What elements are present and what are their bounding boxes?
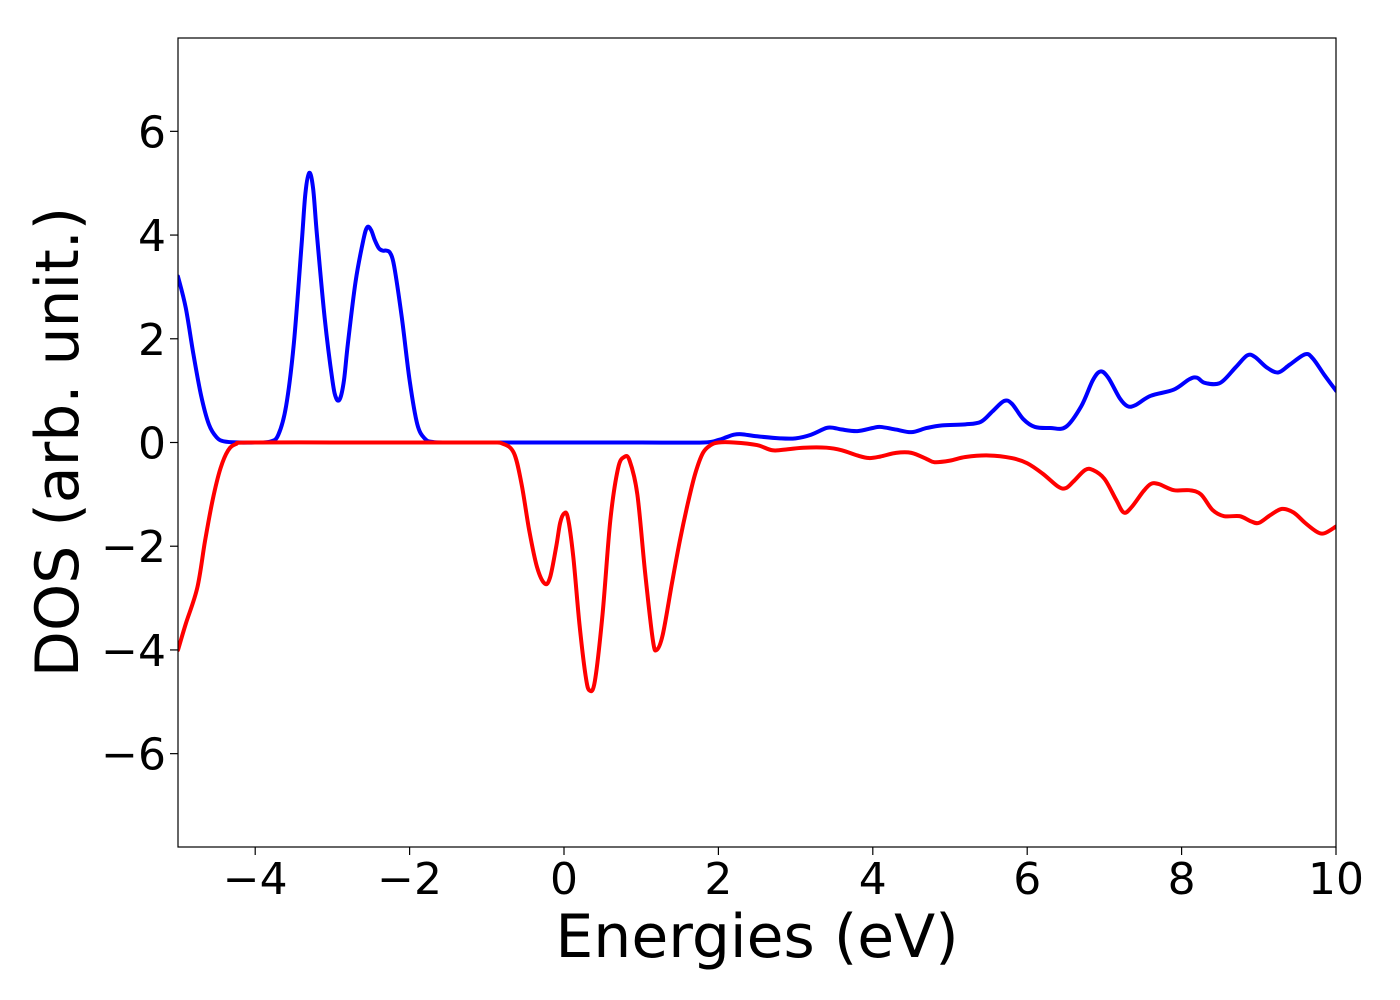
x-axis-label: Energies (eV) — [555, 902, 958, 972]
x-tick-label: 8 — [1168, 854, 1196, 905]
y-tick-label: 6 — [138, 107, 166, 158]
x-tick-label: −4 — [223, 854, 288, 905]
y-tick-label: −6 — [101, 730, 166, 781]
y-tick-label: −2 — [101, 522, 166, 573]
x-tick-label: 10 — [1308, 854, 1364, 905]
x-tick-label: 4 — [859, 854, 887, 905]
y-tick-label: 2 — [138, 315, 166, 366]
x-axis: −4 −2 0 2 4 6 8 10 — [223, 847, 1364, 905]
x-tick-label: −2 — [377, 854, 442, 905]
series-layer — [178, 170, 1336, 694]
y-axis-label: DOS (arb. unit.) — [23, 207, 93, 677]
x-tick-label: 6 — [1013, 854, 1041, 905]
series-line-red — [178, 440, 1336, 694]
x-tick-label: 2 — [704, 854, 732, 905]
x-tick-label: 0 — [550, 854, 578, 905]
series-line-blue — [178, 170, 1336, 445]
y-tick-label: −4 — [101, 626, 166, 677]
y-tick-label: 4 — [138, 211, 166, 262]
y-tick-label: 0 — [138, 419, 166, 470]
y-axis: −6 −4 −2 0 2 4 6 — [101, 107, 178, 781]
